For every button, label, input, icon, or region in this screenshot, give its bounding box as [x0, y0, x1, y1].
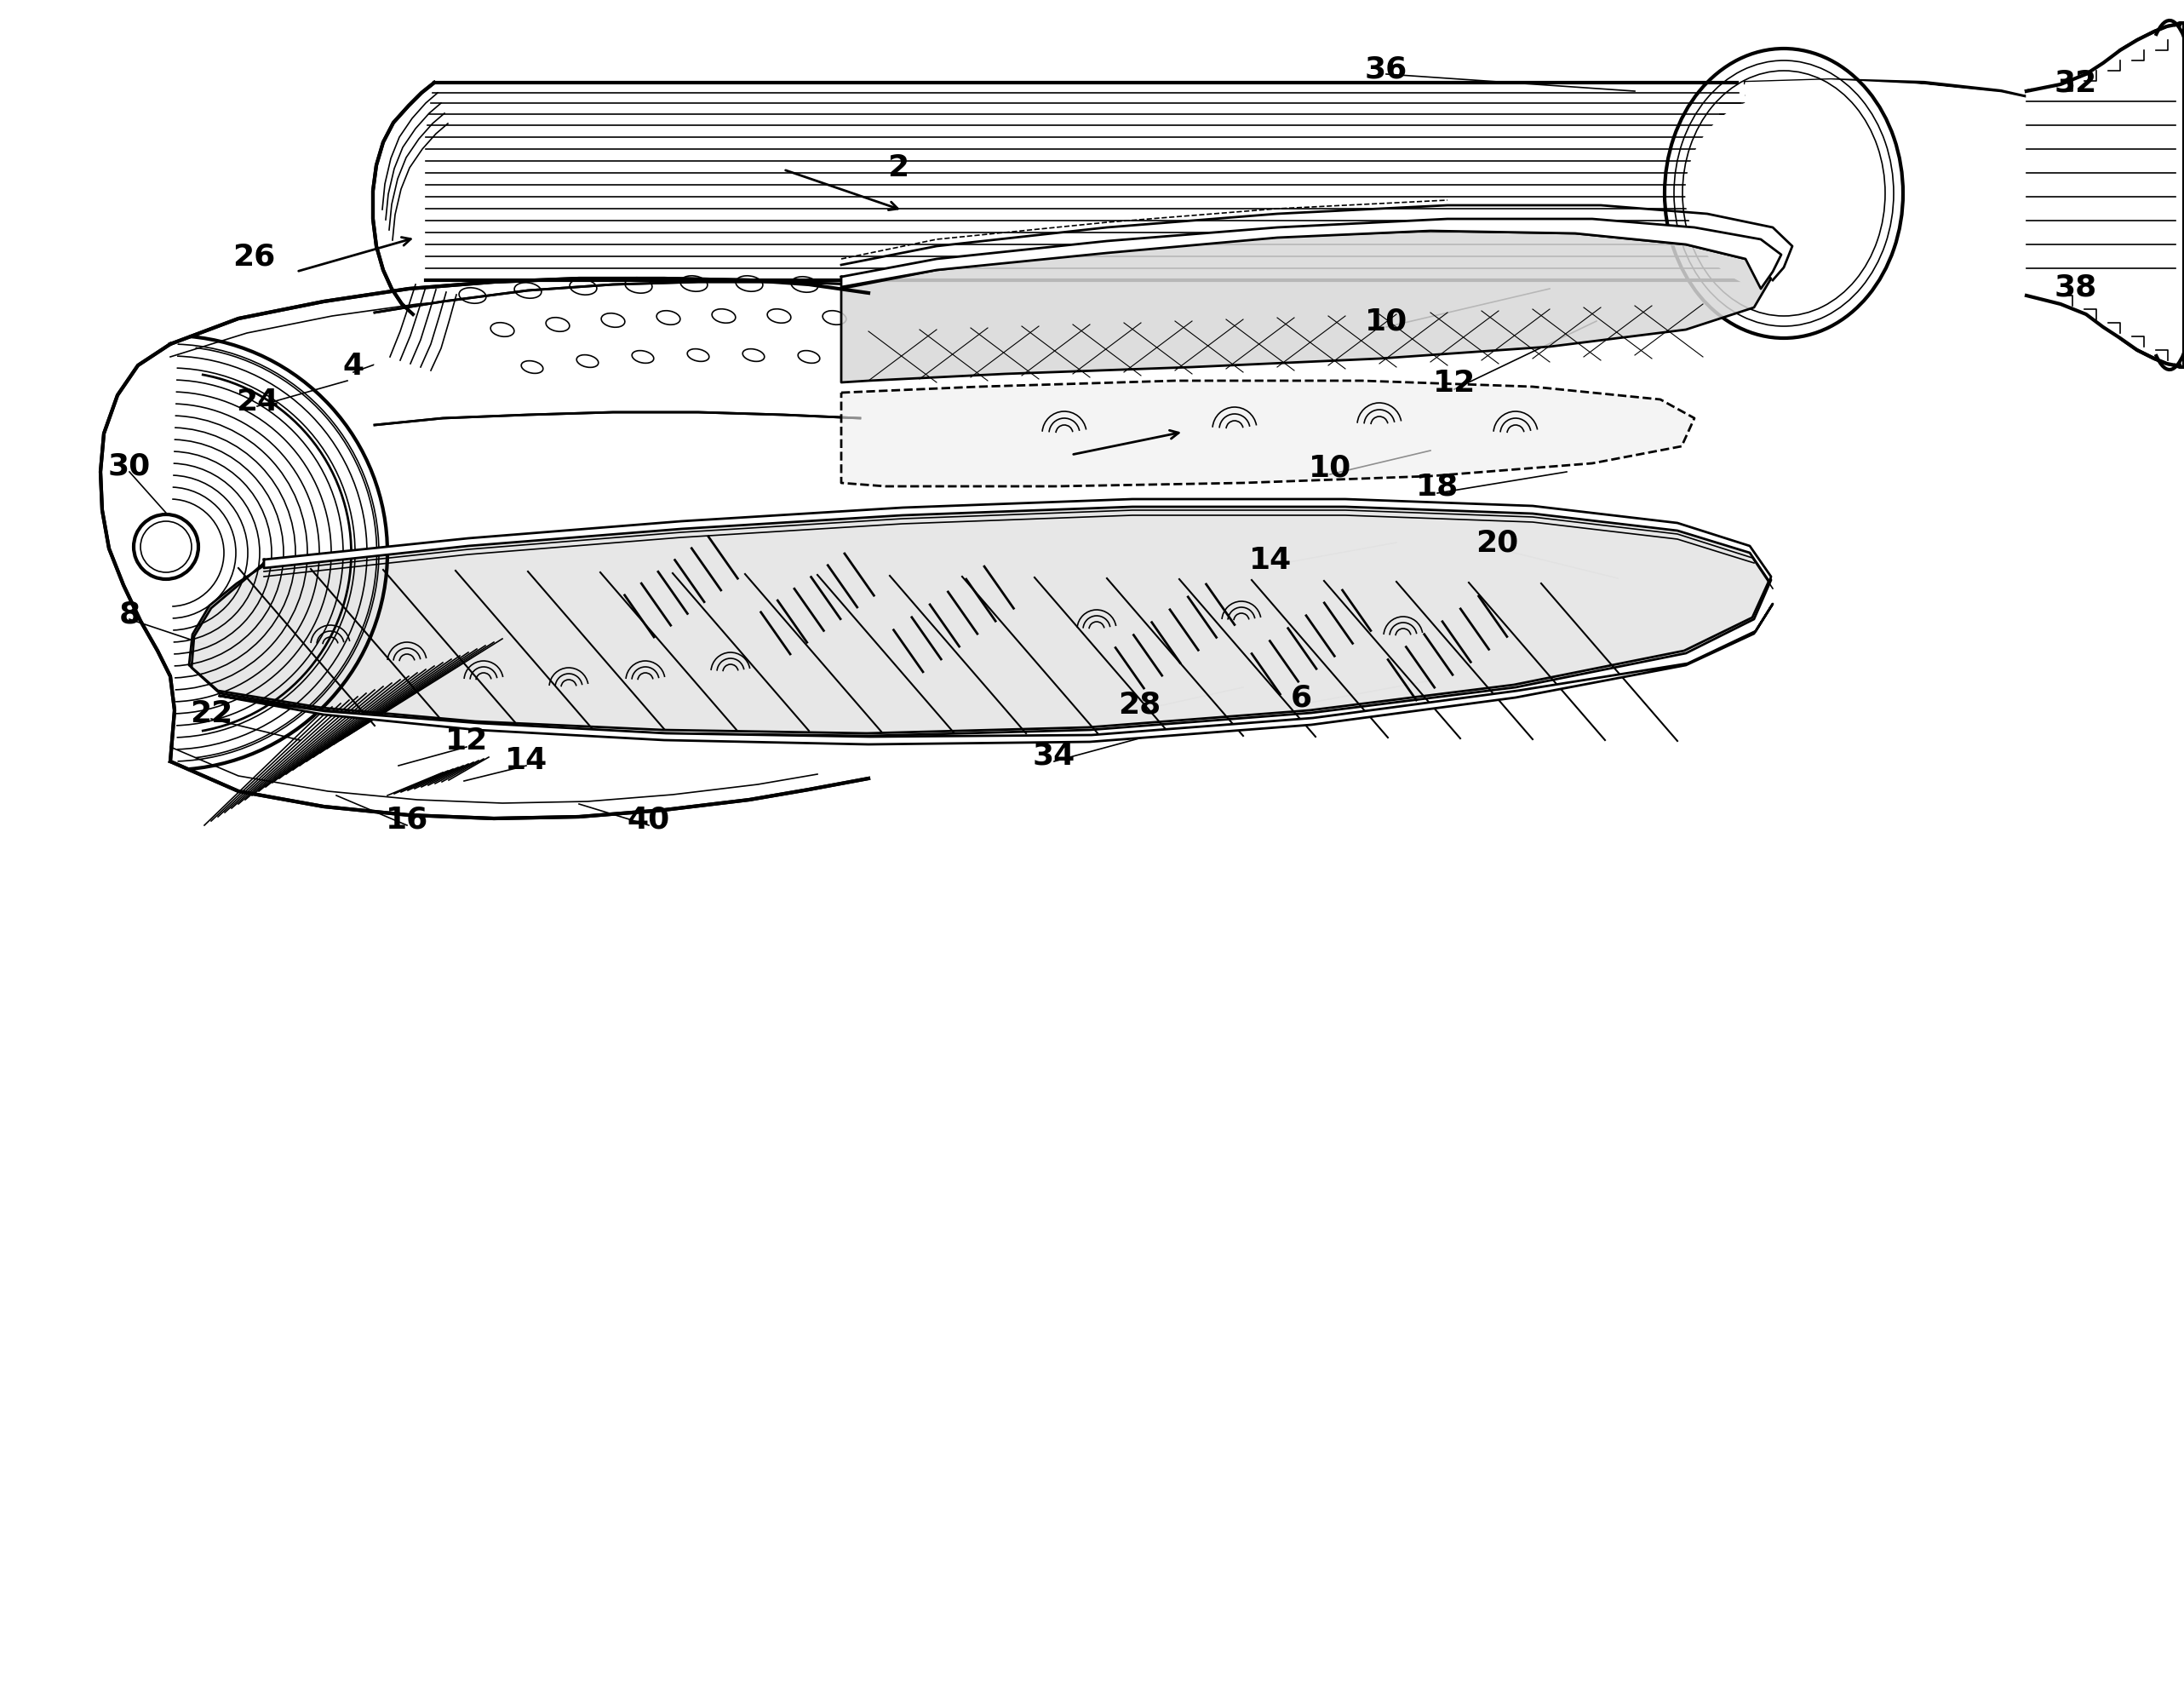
Text: 10: 10: [1365, 307, 1406, 335]
Text: 18: 18: [1415, 473, 1459, 501]
Text: 12: 12: [1433, 369, 1476, 398]
Text: 30: 30: [107, 452, 151, 481]
Text: 4: 4: [343, 352, 365, 381]
Polygon shape: [192, 503, 1771, 737]
Text: 14: 14: [1249, 545, 1291, 574]
Polygon shape: [841, 220, 1782, 290]
Polygon shape: [841, 232, 1771, 383]
Polygon shape: [190, 505, 1769, 734]
Polygon shape: [221, 605, 1773, 745]
Text: 8: 8: [118, 600, 140, 628]
Text: 26: 26: [232, 242, 275, 271]
Text: 22: 22: [190, 700, 232, 728]
Text: 12: 12: [446, 727, 487, 756]
Polygon shape: [1745, 81, 2121, 310]
Text: 20: 20: [1476, 529, 1518, 557]
Text: 28: 28: [1118, 691, 1160, 720]
Polygon shape: [264, 500, 1771, 583]
Polygon shape: [376, 283, 860, 425]
Circle shape: [1686, 97, 1883, 291]
Text: 38: 38: [2055, 273, 2097, 302]
Text: 16: 16: [387, 805, 428, 833]
Text: 40: 40: [627, 805, 670, 833]
Text: 34: 34: [1033, 742, 1075, 771]
Text: 32: 32: [2055, 69, 2097, 98]
Polygon shape: [841, 381, 1695, 486]
Text: 2: 2: [887, 152, 909, 183]
Circle shape: [133, 515, 199, 579]
Text: 36: 36: [1365, 56, 1406, 85]
Polygon shape: [2027, 24, 2184, 368]
Text: 10: 10: [1308, 454, 1352, 483]
Text: 14: 14: [505, 745, 548, 774]
Text: 24: 24: [236, 388, 280, 417]
Text: 6: 6: [1291, 684, 1313, 713]
